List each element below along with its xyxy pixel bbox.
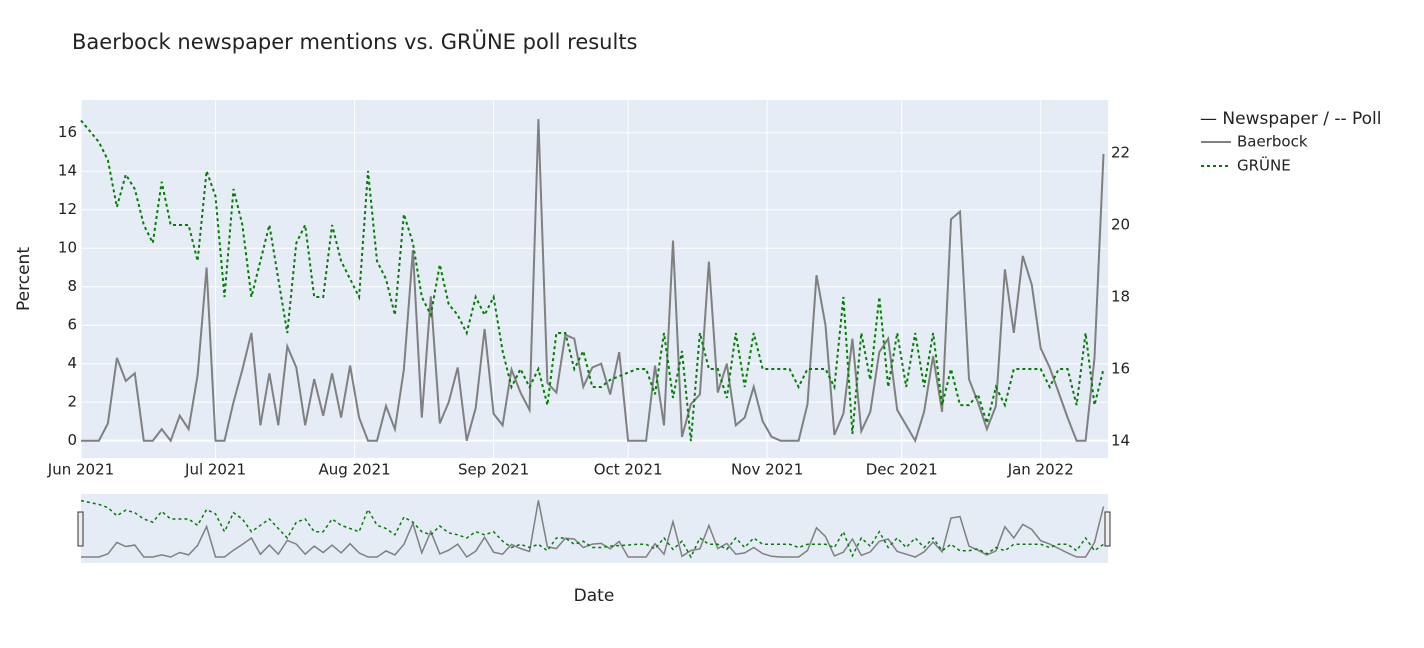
x-tick-label: Jul 2021: [184, 461, 246, 479]
slider-handle[interactable]: [1104, 511, 1111, 547]
y2-tick-label: 20: [1111, 215, 1130, 233]
legend-label[interactable]: GRÜNE: [1237, 156, 1291, 175]
series-line: [81, 119, 1105, 444]
slider-line: [80, 499, 1104, 559]
y-tick-label: 0: [67, 431, 77, 449]
legend-title: — Newspaper / -- Poll: [1200, 109, 1382, 129]
x-tick-label: Aug 2021: [318, 461, 390, 479]
y-tick-label: 4: [67, 354, 77, 372]
x-tick-label: Oct 2021: [594, 461, 663, 479]
y-tick-label: 2: [67, 393, 77, 411]
x-tick-label: Sep 2021: [458, 461, 529, 479]
y-tick-label: 8: [67, 277, 77, 295]
x-tick-label: Jan 2022: [1007, 461, 1074, 479]
x-tick-label: Dec 2021: [866, 461, 938, 479]
y-tick-label: 6: [67, 316, 77, 334]
y2-tick-label: 18: [1111, 288, 1130, 306]
legend-label[interactable]: Baerbock: [1237, 133, 1308, 151]
y-tick-label: 12: [58, 200, 77, 218]
slider-handle[interactable]: [77, 511, 84, 547]
y-tick-label: 16: [58, 123, 77, 141]
y2-tick-label: 14: [1111, 432, 1130, 450]
slider-line: [81, 500, 1105, 559]
series-line: [80, 119, 1105, 442]
y-axis-title: Percent: [14, 247, 34, 311]
x-tick-label: Nov 2021: [731, 461, 803, 479]
y-tick-label: 10: [58, 239, 77, 257]
y2-tick-label: 22: [1111, 143, 1130, 161]
y2-tick-label: 16: [1111, 360, 1130, 378]
range-slider[interactable]: [81, 494, 1108, 563]
plot-area: [81, 100, 1108, 458]
x-axis-title: Date: [574, 586, 615, 606]
x-tick-label: Jun 2021: [47, 461, 114, 479]
y-tick-label: 14: [58, 162, 77, 180]
chart-title: Baerbock newspaper mentions vs. GRÜNE po…: [72, 29, 638, 54]
